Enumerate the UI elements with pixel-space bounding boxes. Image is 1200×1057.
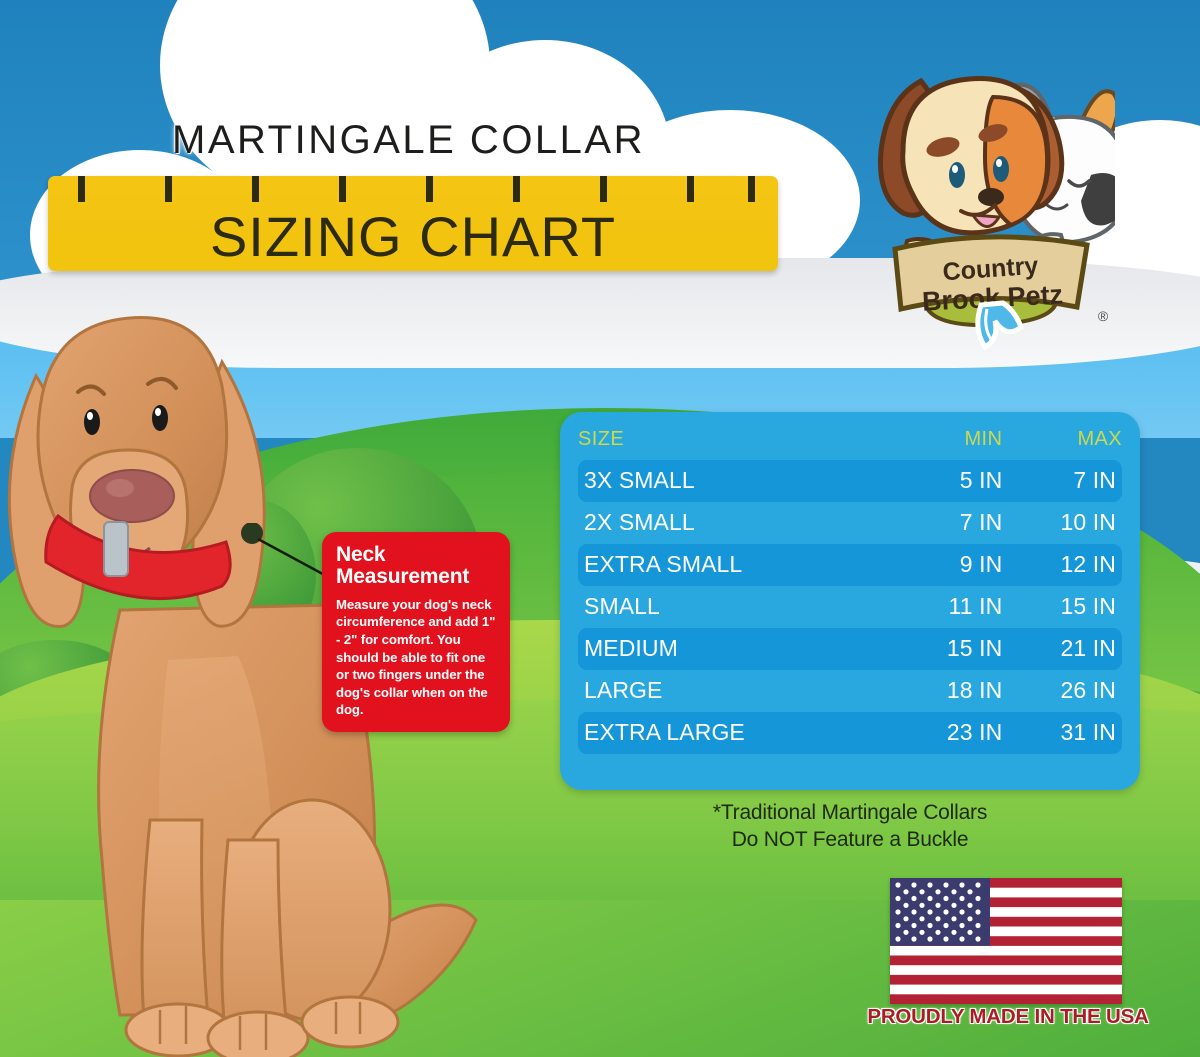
table-row: 3X SMALL 5 IN 7 IN (578, 460, 1122, 502)
table-row: SMALL 11 IN 15 IN (578, 586, 1122, 628)
neck-measurement-callout: Neck Measurement Measure your dog's neck… (322, 532, 510, 732)
country-brook-petz-logo[interactable]: Country Brook Petz ® (865, 55, 1115, 350)
ruler-tick (339, 176, 346, 202)
ruler-tick (252, 176, 259, 202)
cell-max: 7 IN (1002, 460, 1122, 502)
column-header-max: MAX (1077, 428, 1122, 450)
table-header-row: SIZE MIN MAX (578, 422, 1122, 460)
footnote-line2: Do NOT Feature a Buckle (731, 827, 969, 851)
ruler-tick (687, 176, 694, 202)
column-header-min: MIN (964, 428, 1003, 450)
made-in-usa-label: PROUDLY MADE IN THE USA (867, 1005, 1149, 1028)
page-title-line2: SIZING CHART (209, 205, 617, 268)
cell-size: MEDIUM (578, 628, 883, 670)
column-header-size: SIZE (578, 428, 625, 450)
cell-max: 15 IN (1060, 593, 1116, 619)
table-row: LARGE 18 IN 26 IN (578, 670, 1122, 712)
sizing-chart-banner: SIZING CHART (48, 176, 778, 271)
cell-min: 5 IN (882, 460, 1003, 502)
cell-min: 18 IN (946, 677, 1003, 703)
cell-max: 26 IN (1060, 677, 1116, 703)
dog-face-icon (877, 76, 1065, 236)
cell-size: 3X SMALL (578, 460, 883, 502)
sizing-table-panel: SIZE MIN MAX 3X SMALL 5 IN 7 IN 2X SMALL… (560, 412, 1140, 790)
cell-min: 11 IN (948, 593, 1003, 619)
cell-size: EXTRA SMALL (578, 544, 883, 586)
cell-min: 9 IN (882, 544, 1003, 586)
cell-max: 10 IN (1060, 509, 1116, 535)
logo-trademark: ® (1098, 308, 1109, 324)
sizing-table: SIZE MIN MAX 3X SMALL 5 IN 7 IN 2X SMALL… (578, 422, 1122, 754)
cell-max: 12 IN (1002, 544, 1122, 586)
ruler-tick (426, 176, 433, 202)
table-row: MEDIUM 15 IN 21 IN (578, 628, 1122, 670)
cell-min: 15 IN (882, 628, 1003, 670)
cell-size: LARGE (584, 677, 663, 703)
page-title-line1: MARTINGALE COLLAR (172, 118, 645, 162)
cell-min: 7 IN (959, 509, 1003, 535)
cell-max: 31 IN (1002, 712, 1122, 754)
logo-brand-line1: Country (942, 252, 1040, 287)
cell-size: SMALL (584, 593, 660, 619)
callout-leader-line (241, 523, 333, 581)
cell-size: EXTRA LARGE (578, 712, 883, 754)
ruler-tick (600, 176, 607, 202)
ruler-tick (513, 176, 520, 202)
ruler-tick (78, 176, 85, 202)
footnote-line1: *Traditional Martingale Collars (712, 801, 988, 824)
dog-illustration (7, 316, 478, 1057)
buckle-footnote: *Traditional Martingale Collars Do NOT F… (560, 800, 1140, 854)
ruler-tick (165, 176, 172, 202)
table-row: EXTRA LARGE 23 IN 31 IN (578, 712, 1122, 754)
callout-body: Measure your dog's neck circumference an… (336, 596, 496, 718)
ruler-tick (748, 176, 755, 202)
table-row: 2X SMALL 7 IN 10 IN (578, 502, 1122, 544)
table-row: EXTRA SMALL 9 IN 12 IN (578, 544, 1122, 586)
cell-max: 21 IN (1002, 628, 1122, 670)
usa-flag-icon (890, 878, 1122, 1004)
cell-min: 23 IN (882, 712, 1003, 754)
callout-heading: Neck Measurement (336, 543, 470, 589)
water-stream-icon (975, 300, 1024, 350)
cell-size: 2X SMALL (584, 509, 695, 535)
